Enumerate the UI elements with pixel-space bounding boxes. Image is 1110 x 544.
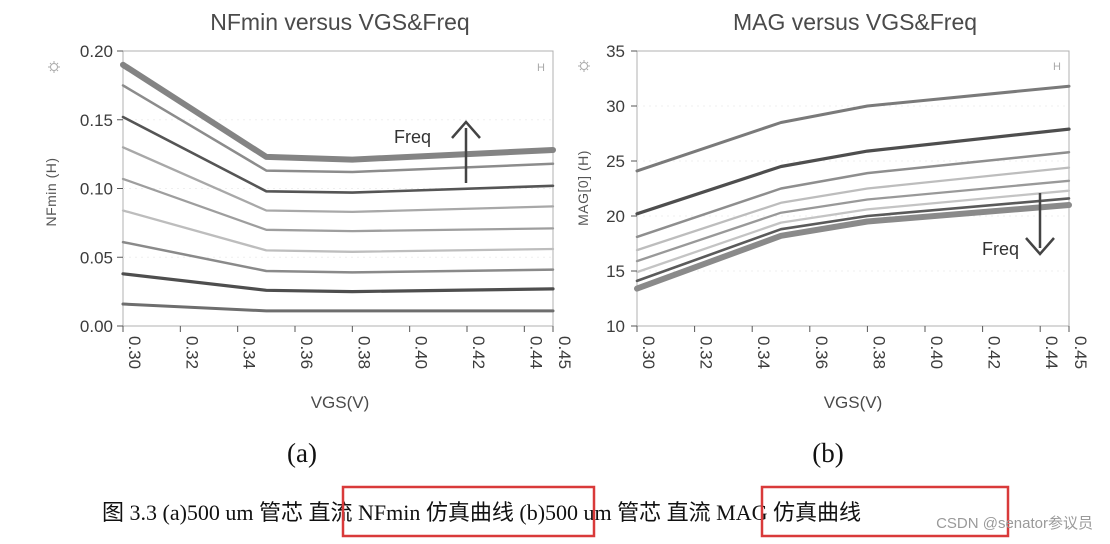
chart-b-sun-icon	[578, 60, 590, 72]
y-tick-label: 30	[606, 97, 625, 116]
x-tick-label: 0.42	[985, 336, 1004, 369]
x-tick-label: 0.38	[869, 336, 888, 369]
chart-b-xlabel: VGS(V)	[824, 393, 883, 412]
chart-a-freq-arrow	[451, 120, 481, 183]
chart-a-title: NFmin versus VGS&Freq	[210, 9, 469, 35]
chart-b-corner-mark: H	[1053, 61, 1061, 73]
chart-b-title: MAG versus VGS&Freq	[733, 9, 977, 35]
chart-nfmin: NFmin versus VGS&Freq 0.000.050.100.150.…	[43, 9, 574, 468]
x-tick-label: 0.30	[639, 336, 658, 369]
chart-a-series	[120, 61, 556, 313]
series-line-f7	[635, 197, 1071, 283]
x-tick-label: 0.30	[125, 336, 144, 369]
x-tick-label: 0.32	[697, 336, 716, 369]
x-tick-label: 0.45	[1071, 336, 1090, 369]
series-line-f4	[121, 209, 555, 253]
series-line-f1	[121, 302, 555, 313]
series-line-f2	[635, 127, 1071, 216]
x-tick-label: 0.40	[412, 336, 431, 369]
y-tick-label: 0.20	[80, 42, 113, 61]
chart-b-freq-label: Freq	[982, 239, 1019, 259]
chart-a-xlabel: VGS(V)	[311, 393, 370, 412]
series-line-f6	[635, 189, 1071, 274]
y-tick-label: 15	[606, 262, 625, 281]
caption-highlight-a: 直流 NFmin 仿真曲线	[309, 500, 514, 525]
series-line-f9	[120, 61, 556, 163]
series-line-f8	[634, 202, 1072, 292]
series-line-f5	[121, 177, 555, 233]
x-tick-label: 0.38	[354, 336, 373, 369]
chart-b-x-ticks: 0.30 0.32 0.34 0.36 0.38 0.40 0.42 0.44 0.45	[636, 326, 1090, 369]
y-tick-label: 0.05	[80, 248, 113, 267]
series-line-f6	[121, 146, 555, 214]
caption-middle: (b)500 um 管芯	[519, 500, 661, 525]
panel-label-b: (b)	[812, 438, 843, 468]
chart-a-sun-icon	[48, 61, 60, 73]
chart-b-series	[634, 84, 1072, 292]
x-tick-label: 0.36	[297, 336, 316, 369]
series-line-f3	[635, 150, 1071, 239]
y-tick-label: 0.15	[80, 111, 113, 130]
caption-prefix: 图 3.3 (a)500 um 管芯	[102, 500, 303, 525]
series-line-f8	[121, 84, 555, 174]
watermark: CSDN @senator参议员	[936, 515, 1093, 532]
series-line-f7	[121, 115, 555, 194]
series-line-f3	[121, 240, 555, 274]
chart-b-grid	[637, 105, 1069, 272]
chart-a-ylabel: NFmin (H)	[43, 157, 59, 226]
x-tick-label: 0.32	[182, 336, 201, 369]
caption-highlight-box-a	[341, 485, 596, 538]
x-tick-label: 0.42	[469, 336, 488, 369]
chart-a-corner-mark: H	[537, 62, 545, 74]
caption-highlight-b: 直流 MAG 仿真曲线	[667, 500, 861, 525]
x-tick-label: 0.34	[240, 336, 259, 369]
x-tick-label: 0.44	[526, 336, 545, 369]
y-tick-label: 0.10	[80, 180, 113, 199]
chart-b-ylabel: MAG[0] (H)	[575, 150, 591, 226]
chart-a-y-ticks: 0.00 0.05 0.10 0.15 0.20	[80, 42, 123, 336]
chart-a-freq-label: Freq	[394, 127, 431, 147]
chart-a-x-ticks: 0.30 0.32 0.34 0.36 0.38 0.40 0.42 0.44 0.45	[122, 326, 574, 369]
x-tick-label: 0.40	[927, 336, 946, 369]
y-tick-label: 25	[606, 152, 625, 171]
caption-highlight-box-b	[760, 485, 1010, 538]
y-tick-label: 10	[606, 317, 625, 336]
chart-b-freq-arrow	[1025, 193, 1055, 256]
x-tick-label: 0.44	[1042, 336, 1061, 369]
panel-label-a: (a)	[287, 438, 317, 468]
y-tick-label: 0.00	[80, 317, 113, 336]
figure-caption: 图 3.3 (a)500 um 管芯 直流 NFmin 仿真曲线 (b)500 …	[102, 500, 861, 525]
x-tick-label: 0.45	[555, 336, 574, 369]
chart-b-y-ticks: 10 15 20 25 30 35	[606, 42, 637, 336]
x-tick-label: 0.34	[754, 336, 773, 369]
y-tick-label: 35	[606, 42, 625, 61]
x-tick-label: 0.36	[812, 336, 831, 369]
series-line-f1	[635, 84, 1071, 173]
series-line-f5	[635, 179, 1071, 263]
y-tick-label: 20	[606, 207, 625, 226]
series-line-f2	[121, 272, 555, 294]
series-line-f4	[635, 166, 1071, 252]
